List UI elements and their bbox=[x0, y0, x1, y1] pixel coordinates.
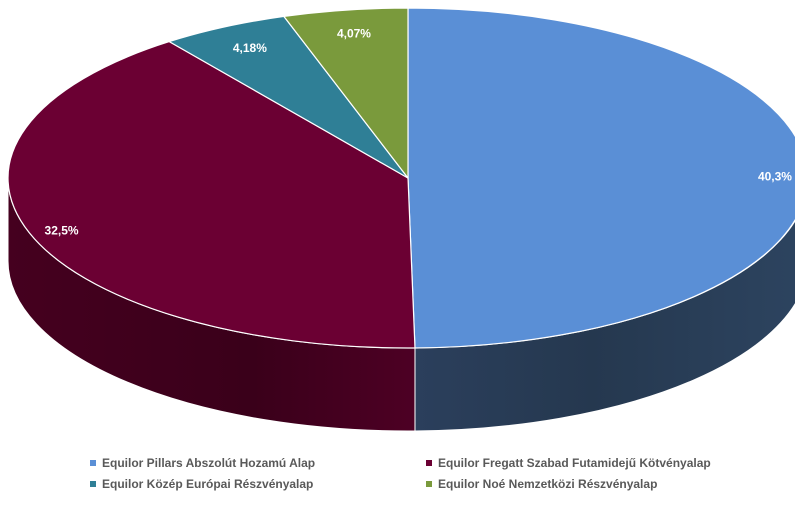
legend-item-fregatt: Equilor Fregatt Szabad Futamidejű Kötvén… bbox=[426, 456, 756, 470]
data-label-fregatt: 32,5% bbox=[45, 224, 79, 238]
pie-chart: 40,3% 32,5% 4,18% 4,07% bbox=[7, 7, 795, 432]
data-label-noe: 4,07% bbox=[337, 27, 371, 41]
pie-top-layer bbox=[7, 7, 795, 349]
legend-swatch-pillars bbox=[90, 460, 96, 466]
legend-label-kozep-europai: Equilor Közép Európai Részvényalap bbox=[102, 477, 314, 491]
legend-swatch-fregatt bbox=[426, 460, 432, 466]
legend-label-pillars: Equilor Pillars Abszolút Hozamú Alap bbox=[102, 456, 316, 470]
legend-swatch-kozep-europai bbox=[90, 481, 96, 487]
legend: Equilor Pillars Abszolút Hozamú Alap Equ… bbox=[90, 456, 770, 491]
legend-item-pillars: Equilor Pillars Abszolút Hozamú Alap bbox=[90, 456, 426, 470]
data-label-kozep-europai: 4,18% bbox=[233, 41, 267, 55]
legend-item-kozep-europai: Equilor Közép Európai Részvényalap bbox=[90, 477, 426, 491]
pie-slice-fregatt bbox=[7, 41, 416, 349]
legend-label-fregatt: Equilor Fregatt Szabad Futamidejű Kötvén… bbox=[438, 456, 711, 470]
legend-swatch-noe bbox=[426, 481, 432, 487]
data-label-pillars: 40,3% bbox=[758, 170, 792, 184]
pie-slice-noe bbox=[283, 7, 409, 179]
legend-label-noe: Equilor Noé Nemzetközi Részvényalap bbox=[438, 477, 658, 491]
pie-label-layer: 40,3% 32,5% 4,18% 4,07% bbox=[45, 27, 793, 238]
legend-item-noe: Equilor Noé Nemzetközi Részvényalap bbox=[426, 477, 756, 491]
pie-slice-pillars bbox=[407, 7, 795, 349]
